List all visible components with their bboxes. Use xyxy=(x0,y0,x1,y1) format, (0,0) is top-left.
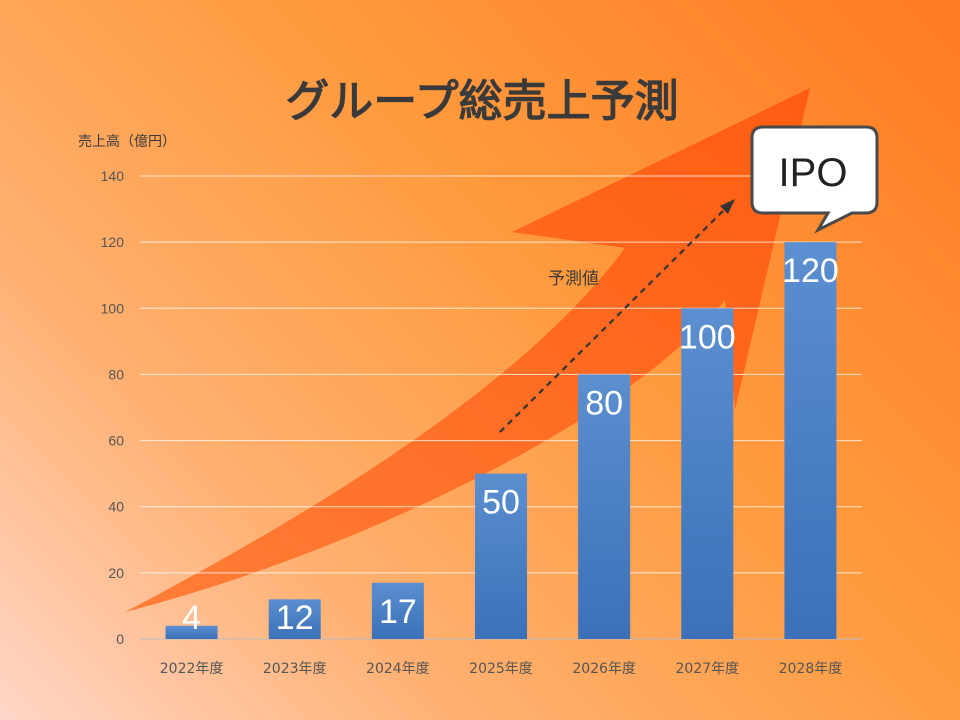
bar xyxy=(165,625,218,639)
chart-title: グループ総売上予測 xyxy=(285,76,678,127)
y-tick-label: 120 xyxy=(101,234,125,250)
data-labels: 4 12 17 50 80 100 120 xyxy=(182,252,839,637)
x-tick-label: 2028年度 xyxy=(779,661,843,677)
growth-arrow xyxy=(125,88,810,612)
bar xyxy=(371,582,424,639)
x-tick-label: 2025年度 xyxy=(469,661,533,677)
bar xyxy=(475,473,527,639)
data-label: 4 xyxy=(182,599,201,637)
gridlines xyxy=(140,175,862,640)
bar xyxy=(268,599,321,639)
y-tick-label: 140 xyxy=(101,168,125,184)
y-tick-label: 40 xyxy=(108,499,124,515)
data-label: 12 xyxy=(276,599,314,637)
y-tick-label: 0 xyxy=(116,631,124,647)
x-tick-label: 2022年度 xyxy=(160,661,224,677)
ipo-callout-text: IPO xyxy=(779,151,848,195)
y-tick-label: 60 xyxy=(108,433,124,449)
y-tick-label: 20 xyxy=(108,565,124,581)
x-axis-ticks: 2022年度 2023年度 2024年度 2025年度 2026年度 2027年度 2028… xyxy=(160,661,842,677)
x-tick-label: 2026年度 xyxy=(572,661,636,677)
bar xyxy=(784,242,837,639)
bar xyxy=(681,308,734,639)
ipo-callout: IPO xyxy=(750,125,879,234)
x-tick-label: 2024年度 xyxy=(366,661,430,677)
y-axis-label: 売上高（億円） xyxy=(78,133,176,150)
forecast-arrow xyxy=(499,199,735,433)
data-label: 17 xyxy=(379,593,417,631)
y-tick-label: 100 xyxy=(101,300,125,316)
y-axis-ticks: 0 20 40 60 80 100 120 140 xyxy=(101,168,125,647)
data-label: 100 xyxy=(679,318,736,356)
data-label: 120 xyxy=(782,252,839,290)
x-tick-label: 2023年度 xyxy=(263,661,327,677)
data-label: 80 xyxy=(585,384,623,422)
data-label: 50 xyxy=(482,484,520,522)
x-tick-label: 2027年度 xyxy=(675,661,739,677)
forecast-label: 予測値 xyxy=(548,269,599,289)
bar xyxy=(578,374,631,639)
y-tick-label: 80 xyxy=(108,366,124,382)
bars xyxy=(165,242,837,639)
